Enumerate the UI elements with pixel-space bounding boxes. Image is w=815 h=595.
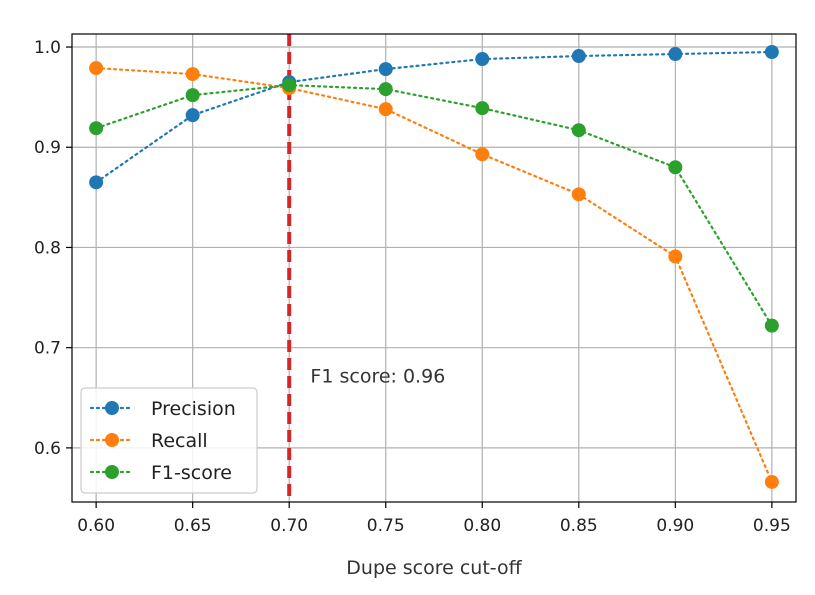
legend-marker-recall [105, 433, 119, 447]
legend-label-precision: Precision [151, 398, 236, 420]
x-axis-title: Dupe score cut-off [346, 557, 522, 579]
series-line-recall [95, 66, 773, 484]
data-point-f1-score [282, 78, 297, 93]
x-tick-label: 0.75 [367, 516, 405, 536]
series-layer [89, 45, 779, 489]
legend-marker-f1-score [105, 465, 119, 479]
legend-label-f1-score: F1-score [151, 462, 232, 484]
x-tick-label: 0.60 [77, 516, 115, 536]
y-tick-label: 0.9 [34, 138, 61, 158]
data-point-precision [571, 49, 586, 64]
data-point-recall [185, 67, 200, 82]
data-point-f1-score [571, 123, 586, 138]
y-axis: 0.6 0.7 0.8 0.9 1.0 [34, 38, 72, 459]
data-point-recall [378, 102, 393, 117]
grid [72, 34, 796, 502]
data-point-f1-score [89, 121, 104, 136]
legend-label-recall: Recall [151, 430, 208, 452]
x-tick-label: 0.70 [270, 516, 308, 536]
y-tick-label: 0.6 [34, 439, 61, 459]
y-tick-label: 0.7 [34, 339, 61, 359]
plot-frame [71, 33, 797, 503]
y-tick-label: 1.0 [34, 38, 61, 58]
data-point-precision [185, 108, 200, 123]
x-tick-label: 0.90 [656, 516, 694, 536]
data-point-f1-score [378, 82, 393, 97]
x-tick-label: 0.65 [174, 516, 212, 536]
data-point-precision [764, 45, 779, 60]
x-tick-label: 0.80 [463, 516, 501, 536]
data-point-recall [89, 61, 104, 76]
data-point-recall [571, 187, 586, 202]
y-tick-label: 0.8 [34, 238, 61, 258]
data-point-f1-score [668, 160, 683, 175]
f1-annotation: F1 score: 0.96 [310, 366, 445, 388]
legend-marker-precision [105, 401, 119, 415]
data-point-recall [668, 249, 683, 264]
data-point-recall [764, 474, 779, 489]
series-line-f1-score [95, 84, 773, 327]
x-tick-label: 0.95 [753, 516, 791, 536]
data-point-f1-score [764, 318, 779, 333]
data-point-precision [378, 62, 393, 77]
x-axis: 0.60 0.65 0.70 0.75 0.80 0.85 0.90 0.95 [77, 502, 791, 536]
legend-box [80, 387, 258, 494]
data-point-f1-score [475, 101, 490, 116]
series-line-precision [95, 50, 773, 184]
data-point-f1-score [185, 88, 200, 103]
x-tick-label: 0.85 [560, 516, 598, 536]
data-point-precision [89, 175, 104, 190]
data-point-precision [668, 47, 683, 62]
data-point-recall [475, 147, 490, 162]
legend: Precision Recall F1-score [80, 387, 258, 494]
data-point-precision [475, 52, 490, 67]
